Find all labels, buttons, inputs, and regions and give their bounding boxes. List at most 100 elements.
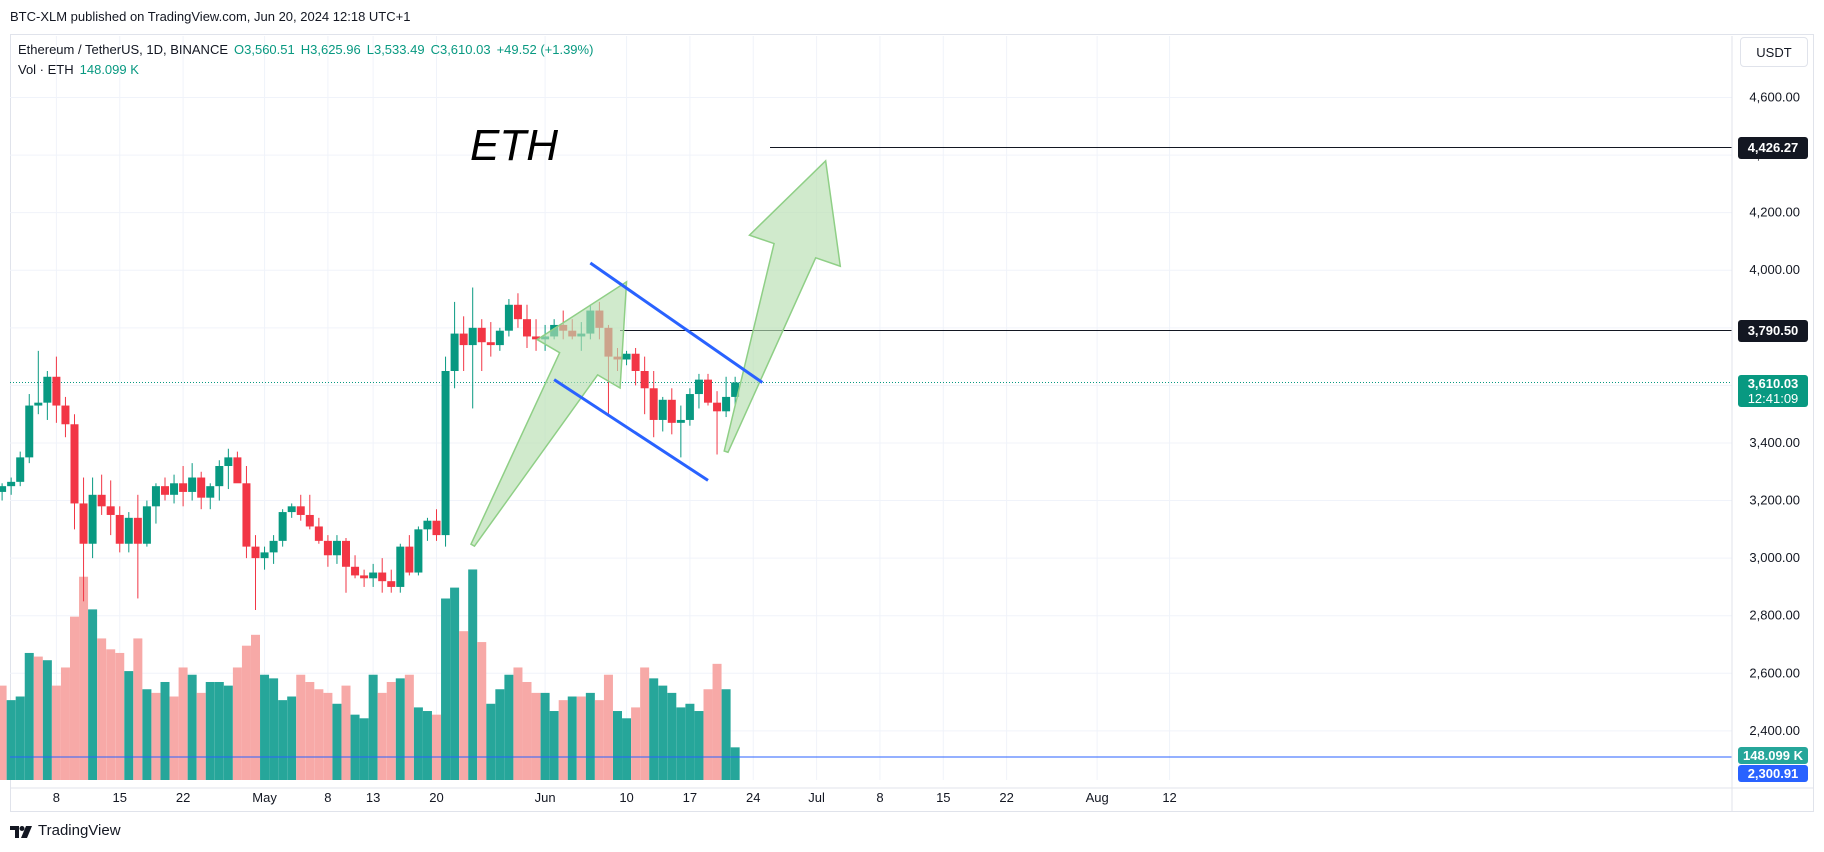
candle-body xyxy=(314,526,323,541)
volume-bar xyxy=(332,703,342,780)
volume-bar xyxy=(495,689,505,780)
publisher-caption: BTC-XLM published on TradingView.com, Ju… xyxy=(10,9,411,24)
candle-body xyxy=(342,540,350,567)
candle-body xyxy=(197,477,206,498)
volume-bar xyxy=(603,674,613,780)
candle-body xyxy=(43,376,52,403)
volume-bar xyxy=(115,652,125,780)
volume-bar xyxy=(377,692,387,780)
volume-bar xyxy=(142,689,152,780)
volume-bar xyxy=(51,685,61,780)
volume-bar xyxy=(685,703,695,780)
candle-body xyxy=(188,477,197,492)
time-tick-label: Aug xyxy=(1086,790,1109,805)
candle-body xyxy=(133,517,142,544)
candle-body xyxy=(631,353,640,372)
ohlc-row: Ethereum / TetherUS, 1D, BINANCE O3,560.… xyxy=(18,40,593,60)
time-tick-label: 8 xyxy=(324,790,331,805)
volume-bar xyxy=(323,692,333,780)
time-axis: 8 15 22 May 8 13 20 Jun 10 17 24 Jul 8 15 22 Aug 12 xyxy=(10,787,1814,805)
volume-bar xyxy=(540,692,550,780)
candle-body xyxy=(450,333,459,372)
volume-bar xyxy=(386,681,396,780)
volume-bar xyxy=(585,692,595,780)
candle-body xyxy=(387,581,396,587)
volume-bar xyxy=(124,671,134,780)
volume-bar xyxy=(450,587,460,780)
candle-body xyxy=(369,572,378,579)
drawings xyxy=(470,159,842,548)
candle-body xyxy=(513,304,522,320)
tradingview-brand[interactable]: TradingView xyxy=(10,822,121,839)
last-price-label: 3,610.03 12:41:09 xyxy=(1738,374,1808,407)
volume-bar xyxy=(368,674,378,780)
price-tick-label: 4,000.00 xyxy=(1749,262,1800,277)
candle-body xyxy=(667,399,676,423)
candle-body xyxy=(151,486,160,507)
price-tick-label: 3,400.00 xyxy=(1749,435,1800,450)
candle-body xyxy=(694,379,703,395)
candle-body xyxy=(495,330,504,346)
volume-bar xyxy=(567,696,577,780)
volume-bar xyxy=(359,718,369,780)
time-tick-label: 22 xyxy=(176,790,190,805)
volume-bar xyxy=(314,689,324,780)
time-tick-label: 22 xyxy=(999,790,1013,805)
volume-bar xyxy=(576,696,586,780)
eth-annotation[interactable]: ETH xyxy=(470,121,558,170)
volume-bar xyxy=(459,631,469,780)
candle-body xyxy=(296,506,305,515)
symbol-title[interactable]: Ethereum / TetherUS, 1D, BINANCE xyxy=(18,42,229,57)
volume-last-label: 148.099 K xyxy=(1738,746,1808,764)
candle-body xyxy=(124,517,133,544)
volume-bar xyxy=(730,747,740,780)
candle-body xyxy=(685,394,694,420)
volume-bar xyxy=(232,667,242,780)
candle-body xyxy=(260,552,269,559)
volume-bar xyxy=(133,638,143,780)
volume-label[interactable]: Vol · ETH xyxy=(18,62,74,77)
time-tick-label: May xyxy=(252,790,277,805)
volume-bar xyxy=(658,685,668,780)
chart-frame[interactable] xyxy=(10,34,1814,812)
candle-body xyxy=(251,546,260,559)
candle-body xyxy=(224,457,233,467)
candle-body xyxy=(278,512,287,541)
candle-body xyxy=(242,483,251,547)
time-tick-label: 20 xyxy=(429,790,443,805)
candle-body xyxy=(106,506,115,515)
volume-bar xyxy=(594,700,604,780)
volume-bar xyxy=(404,674,414,780)
channel-upper-line xyxy=(589,261,764,384)
volume-bar xyxy=(33,656,43,780)
time-tick-label: 15 xyxy=(936,790,950,805)
price-tick-label: 4,600.00 xyxy=(1749,90,1800,105)
candle-body xyxy=(170,483,179,495)
candle-body xyxy=(115,514,124,544)
candlesticks xyxy=(0,287,740,610)
volume-bar xyxy=(477,642,487,780)
candle-body xyxy=(722,396,731,412)
open-value: O3,560.51 xyxy=(234,42,295,57)
candle-body xyxy=(305,514,314,527)
volume-row: Vol · ETH 148.099 K xyxy=(18,60,593,80)
volume-bar xyxy=(422,711,432,780)
candle-body xyxy=(432,520,441,536)
volume-bar xyxy=(178,667,188,780)
volume-bar xyxy=(278,700,288,780)
volume-bar xyxy=(223,685,233,780)
candle-body xyxy=(269,540,278,553)
volume-bar xyxy=(395,678,405,780)
candle-body xyxy=(0,486,7,492)
price-tick-label: 2,800.00 xyxy=(1749,608,1800,623)
last-price-value: 3,610.03 xyxy=(1747,375,1799,391)
volume-bar xyxy=(504,674,514,780)
volume-bar xyxy=(432,714,441,780)
volume-bar xyxy=(15,696,25,780)
currency-button[interactable]: USDT xyxy=(1740,37,1808,67)
countdown-value: 12:41:09 xyxy=(1747,390,1799,406)
volume-bar xyxy=(269,678,279,780)
price-tick-label: 2,400.00 xyxy=(1749,723,1800,738)
candle-body xyxy=(713,402,722,412)
